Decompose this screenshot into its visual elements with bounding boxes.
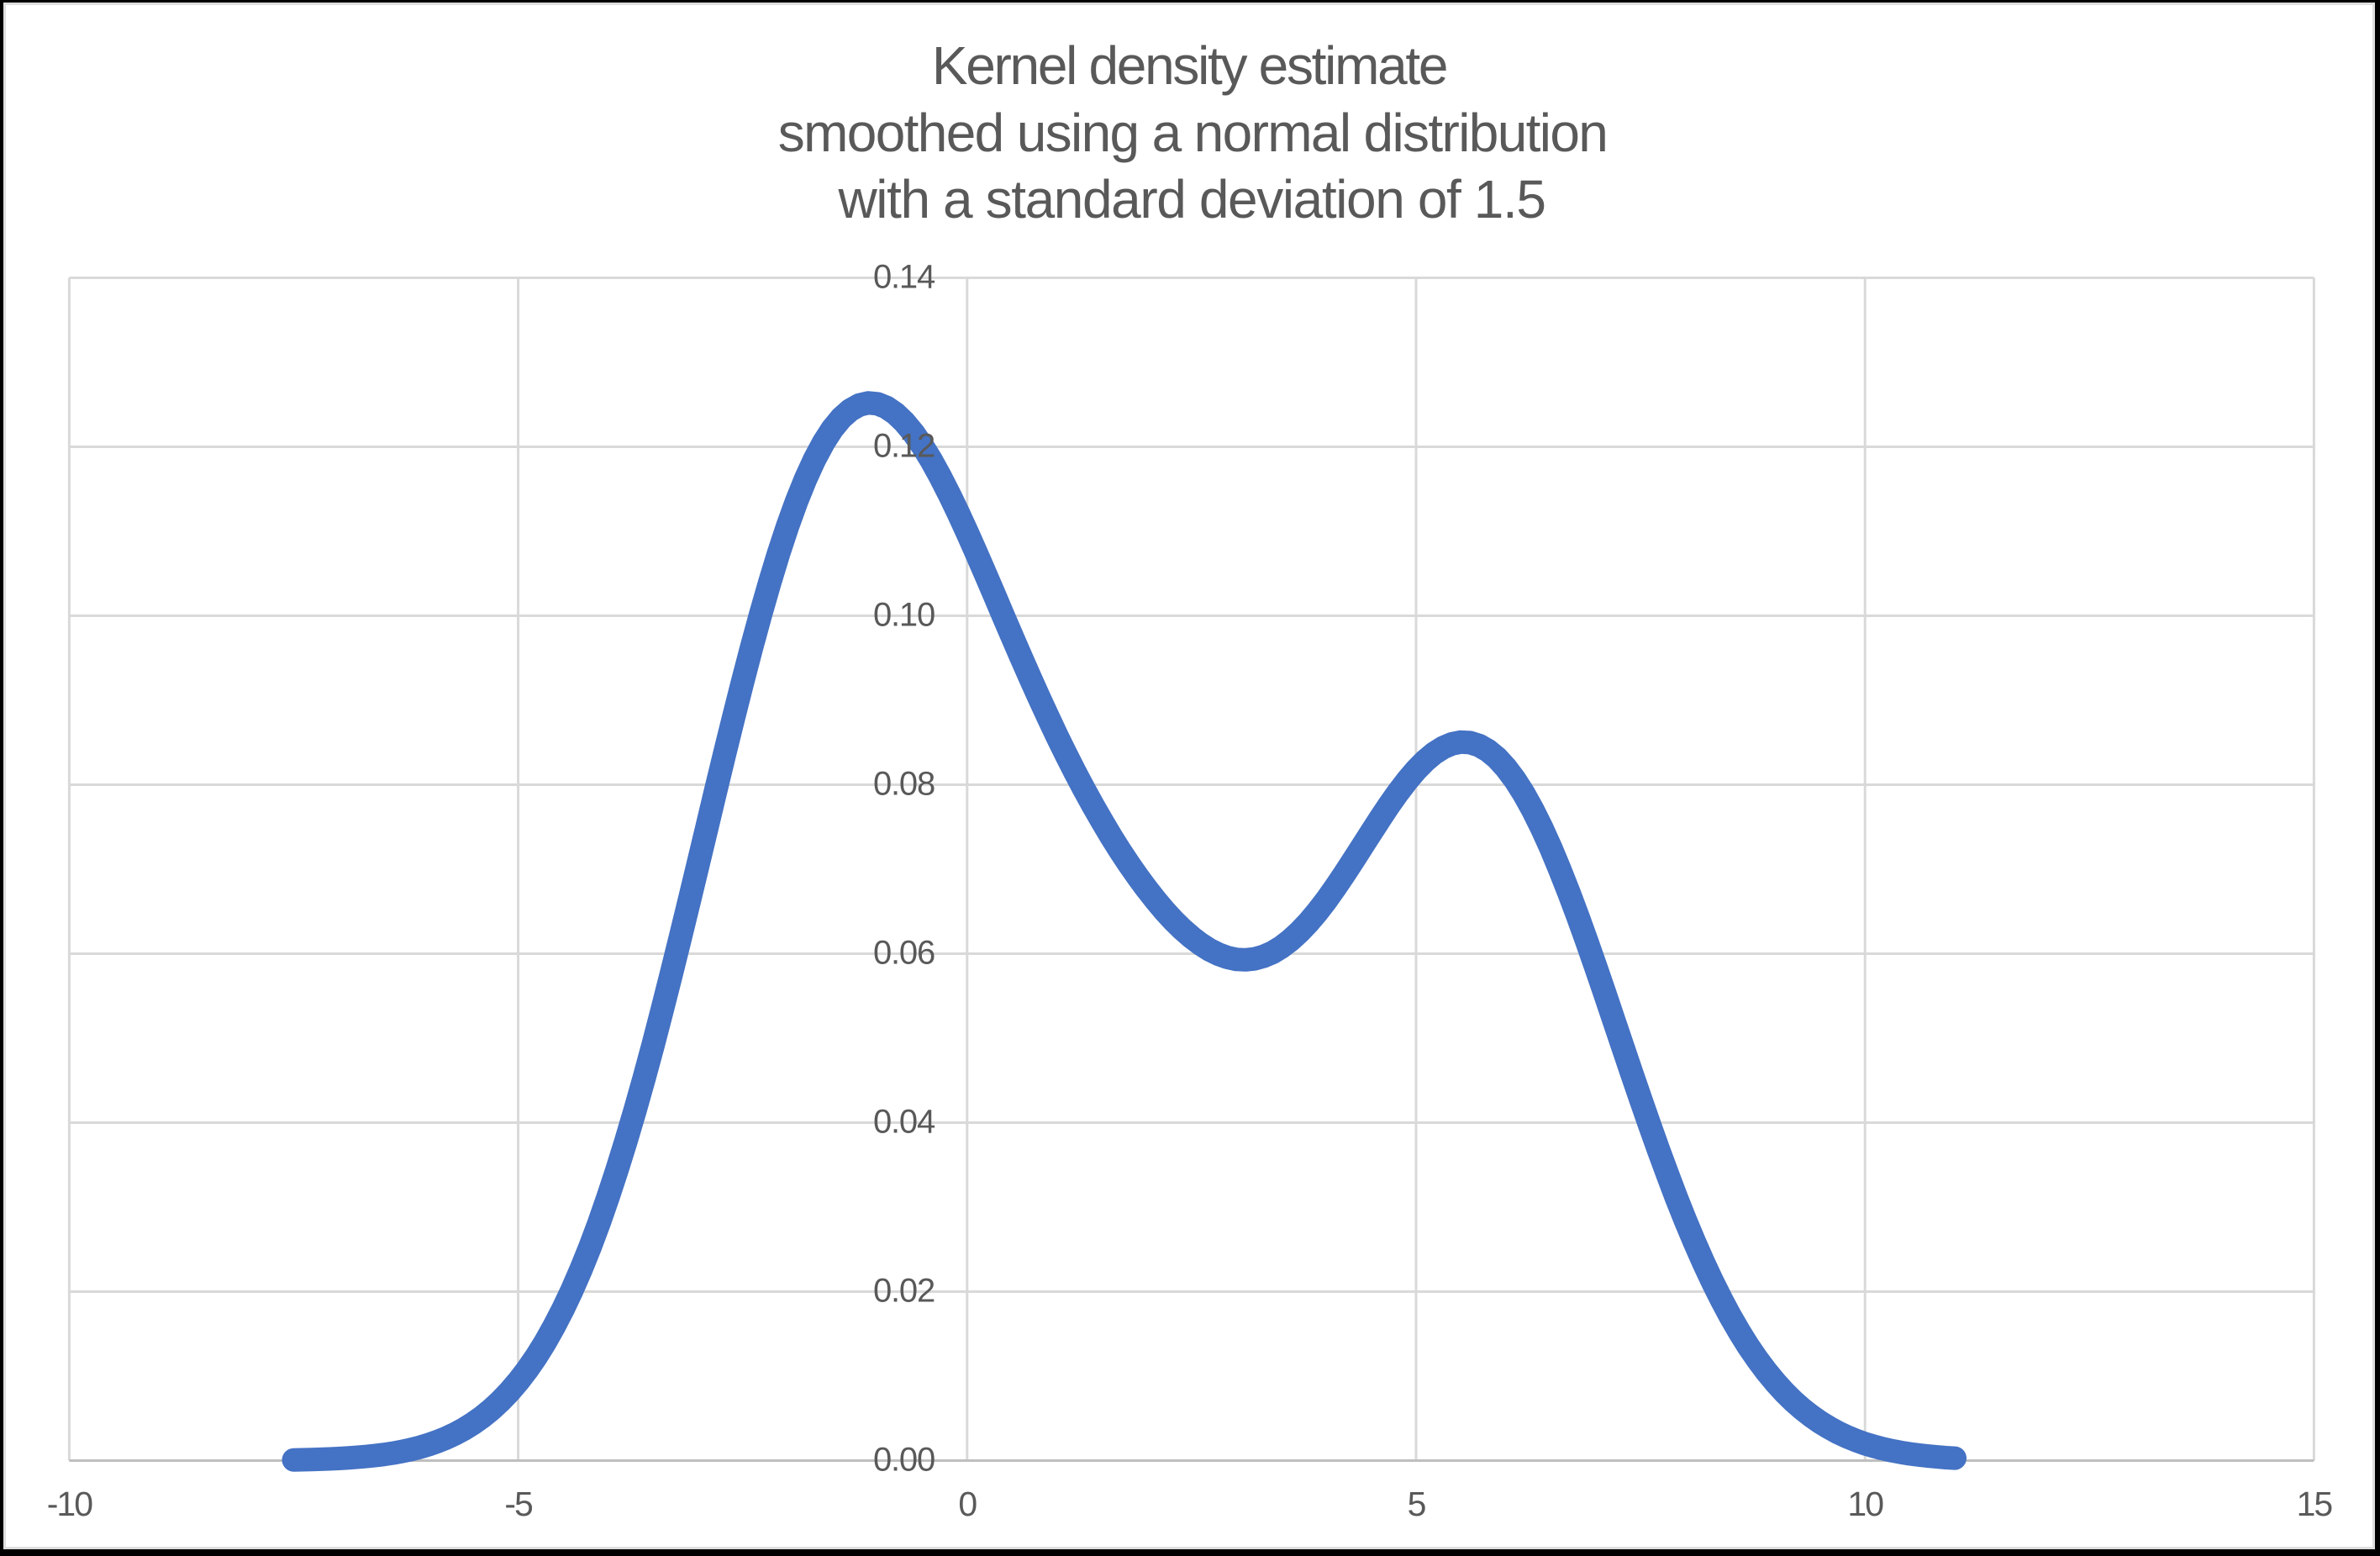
svg-text:0.10: 0.10 (873, 597, 935, 634)
svg-text:5: 5 (1408, 1485, 1426, 1523)
svg-text:10: 10 (1847, 1485, 1883, 1523)
svg-text:15: 15 (2297, 1485, 2333, 1523)
svg-text:Kernel density estimate: Kernel density estimate (932, 35, 1446, 96)
svg-text:0: 0 (958, 1485, 977, 1523)
svg-text:smoothed using a normal distri: smoothed using a normal distribution (778, 103, 1608, 163)
svg-text:0.08: 0.08 (873, 766, 935, 803)
svg-text:-10: -10 (47, 1485, 92, 1523)
svg-text:0.04: 0.04 (873, 1104, 935, 1141)
svg-text:0.14: 0.14 (873, 259, 935, 296)
svg-text:0.00: 0.00 (873, 1442, 935, 1479)
svg-text:0.12: 0.12 (873, 428, 935, 465)
svg-text:0.06: 0.06 (873, 935, 935, 972)
svg-text:-5: -5 (504, 1485, 533, 1523)
svg-text:0.02: 0.02 (873, 1273, 935, 1310)
svg-text:with a standard deviation of 1: with a standard deviation of 1.5 (837, 169, 1545, 229)
